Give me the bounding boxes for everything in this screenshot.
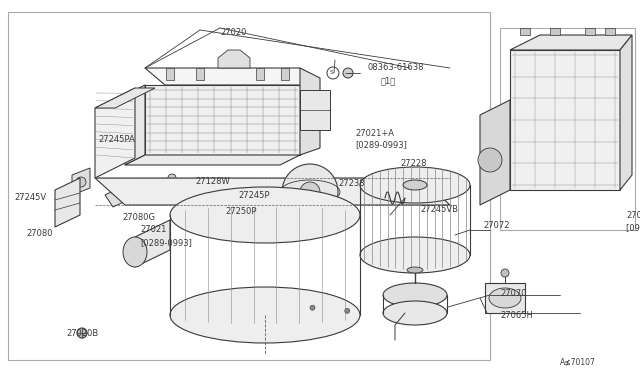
Circle shape — [345, 308, 350, 313]
Circle shape — [300, 182, 320, 202]
Ellipse shape — [360, 167, 470, 203]
Polygon shape — [125, 155, 300, 165]
Text: A≰70107: A≰70107 — [560, 357, 596, 366]
Text: 27020: 27020 — [220, 28, 246, 37]
Polygon shape — [256, 68, 264, 80]
Polygon shape — [281, 68, 289, 80]
Polygon shape — [605, 28, 615, 35]
Text: （1）: （1） — [381, 77, 396, 86]
Text: 27080G: 27080G — [122, 214, 155, 222]
Ellipse shape — [383, 301, 447, 325]
Text: [0289-0993]: [0289-0993] — [355, 141, 407, 150]
Circle shape — [478, 148, 502, 172]
Polygon shape — [105, 188, 128, 207]
Text: 27245V: 27245V — [14, 192, 46, 202]
Polygon shape — [145, 85, 300, 155]
Circle shape — [501, 269, 509, 277]
Polygon shape — [300, 90, 330, 130]
Circle shape — [343, 68, 353, 78]
Polygon shape — [520, 28, 530, 35]
Text: 27070: 27070 — [500, 289, 527, 298]
Polygon shape — [510, 35, 632, 50]
Circle shape — [282, 164, 338, 220]
Polygon shape — [196, 68, 204, 80]
Polygon shape — [166, 68, 174, 80]
Text: S: S — [330, 71, 334, 76]
Polygon shape — [72, 168, 90, 195]
Circle shape — [77, 328, 87, 338]
Polygon shape — [510, 50, 620, 190]
Polygon shape — [95, 88, 135, 178]
Text: 27065H: 27065H — [500, 311, 533, 320]
Text: 27020B: 27020B — [66, 328, 99, 337]
Circle shape — [168, 174, 176, 182]
Text: 27245P: 27245P — [238, 190, 269, 199]
Ellipse shape — [407, 267, 423, 273]
Text: 27128W: 27128W — [195, 176, 230, 186]
Text: 27080: 27080 — [26, 230, 52, 238]
Polygon shape — [55, 178, 80, 227]
Ellipse shape — [489, 288, 521, 308]
Ellipse shape — [383, 283, 447, 307]
Polygon shape — [218, 50, 250, 68]
Polygon shape — [485, 283, 525, 313]
Ellipse shape — [170, 287, 360, 343]
Ellipse shape — [170, 187, 360, 243]
Circle shape — [310, 305, 315, 310]
Text: 08363-61638: 08363-61638 — [367, 64, 424, 73]
Polygon shape — [550, 28, 560, 35]
Polygon shape — [585, 28, 595, 35]
Text: 27245PA: 27245PA — [98, 135, 135, 144]
Text: [0289-0993]: [0289-0993] — [140, 238, 192, 247]
Text: 27072: 27072 — [483, 221, 509, 230]
Ellipse shape — [403, 180, 427, 190]
Circle shape — [76, 177, 86, 187]
Polygon shape — [620, 35, 632, 190]
Polygon shape — [480, 100, 510, 205]
Text: 27021+B: 27021+B — [626, 211, 640, 219]
Polygon shape — [300, 68, 320, 155]
Text: [0993-    ]: [0993- ] — [626, 224, 640, 232]
Polygon shape — [125, 85, 145, 165]
Ellipse shape — [123, 237, 147, 267]
Polygon shape — [145, 68, 320, 85]
Ellipse shape — [360, 237, 470, 273]
Text: 27021: 27021 — [140, 225, 166, 234]
Polygon shape — [95, 178, 450, 205]
Text: 27228: 27228 — [400, 158, 426, 167]
Text: 27238: 27238 — [338, 179, 365, 187]
Polygon shape — [95, 88, 155, 108]
Polygon shape — [135, 220, 170, 267]
Text: 27245VB: 27245VB — [420, 205, 458, 215]
Text: 27021+A: 27021+A — [355, 128, 394, 138]
Text: 27250P: 27250P — [225, 208, 257, 217]
